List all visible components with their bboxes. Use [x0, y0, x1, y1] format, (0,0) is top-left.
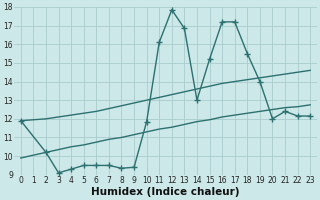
- X-axis label: Humidex (Indice chaleur): Humidex (Indice chaleur): [91, 187, 240, 197]
